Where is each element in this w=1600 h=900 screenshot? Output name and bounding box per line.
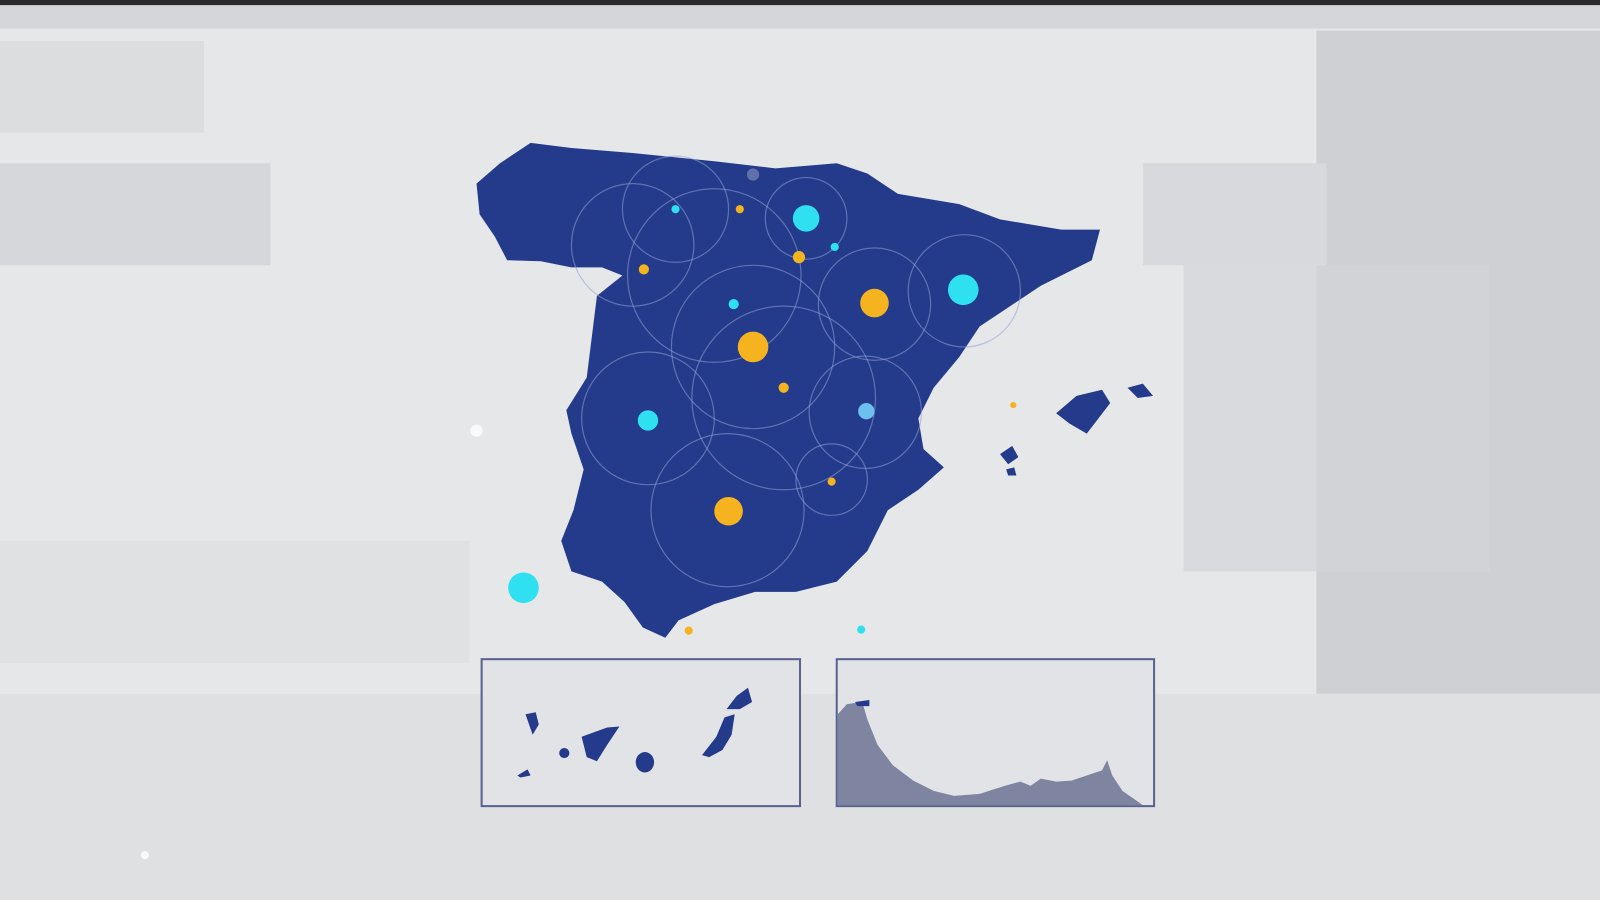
marker-yellow: [735, 205, 744, 214]
marker-cyan: [637, 410, 659, 431]
balearic-islands: [1000, 383, 1154, 476]
canary-islands-inset: [480, 658, 802, 808]
marker-grey: [746, 168, 760, 181]
marker-cyan: [671, 205, 680, 214]
marker-cyan: [830, 242, 839, 252]
marker-cyan: [728, 298, 739, 310]
marker-lightblue: [858, 403, 875, 420]
marker-cyan: [792, 205, 820, 232]
decorative-rings: [570, 155, 1022, 588]
map-markers: [508, 168, 1017, 635]
marker-cyan: [947, 274, 979, 306]
marker-yellow: [778, 382, 789, 393]
marker-yellow: [684, 626, 693, 635]
marker-yellow: [860, 288, 889, 318]
marker-yellow: [714, 496, 743, 526]
marker-cyan: [857, 625, 866, 634]
marker-yellow: [737, 331, 769, 363]
marker-cyan: [508, 572, 539, 604]
marker-yellow: [1010, 402, 1017, 409]
marker-yellow: [638, 264, 649, 275]
spain-mainland: [476, 142, 1100, 638]
coastline-inset: [835, 658, 1156, 808]
marker-yellow: [827, 477, 836, 486]
marker-yellow: [792, 251, 806, 264]
